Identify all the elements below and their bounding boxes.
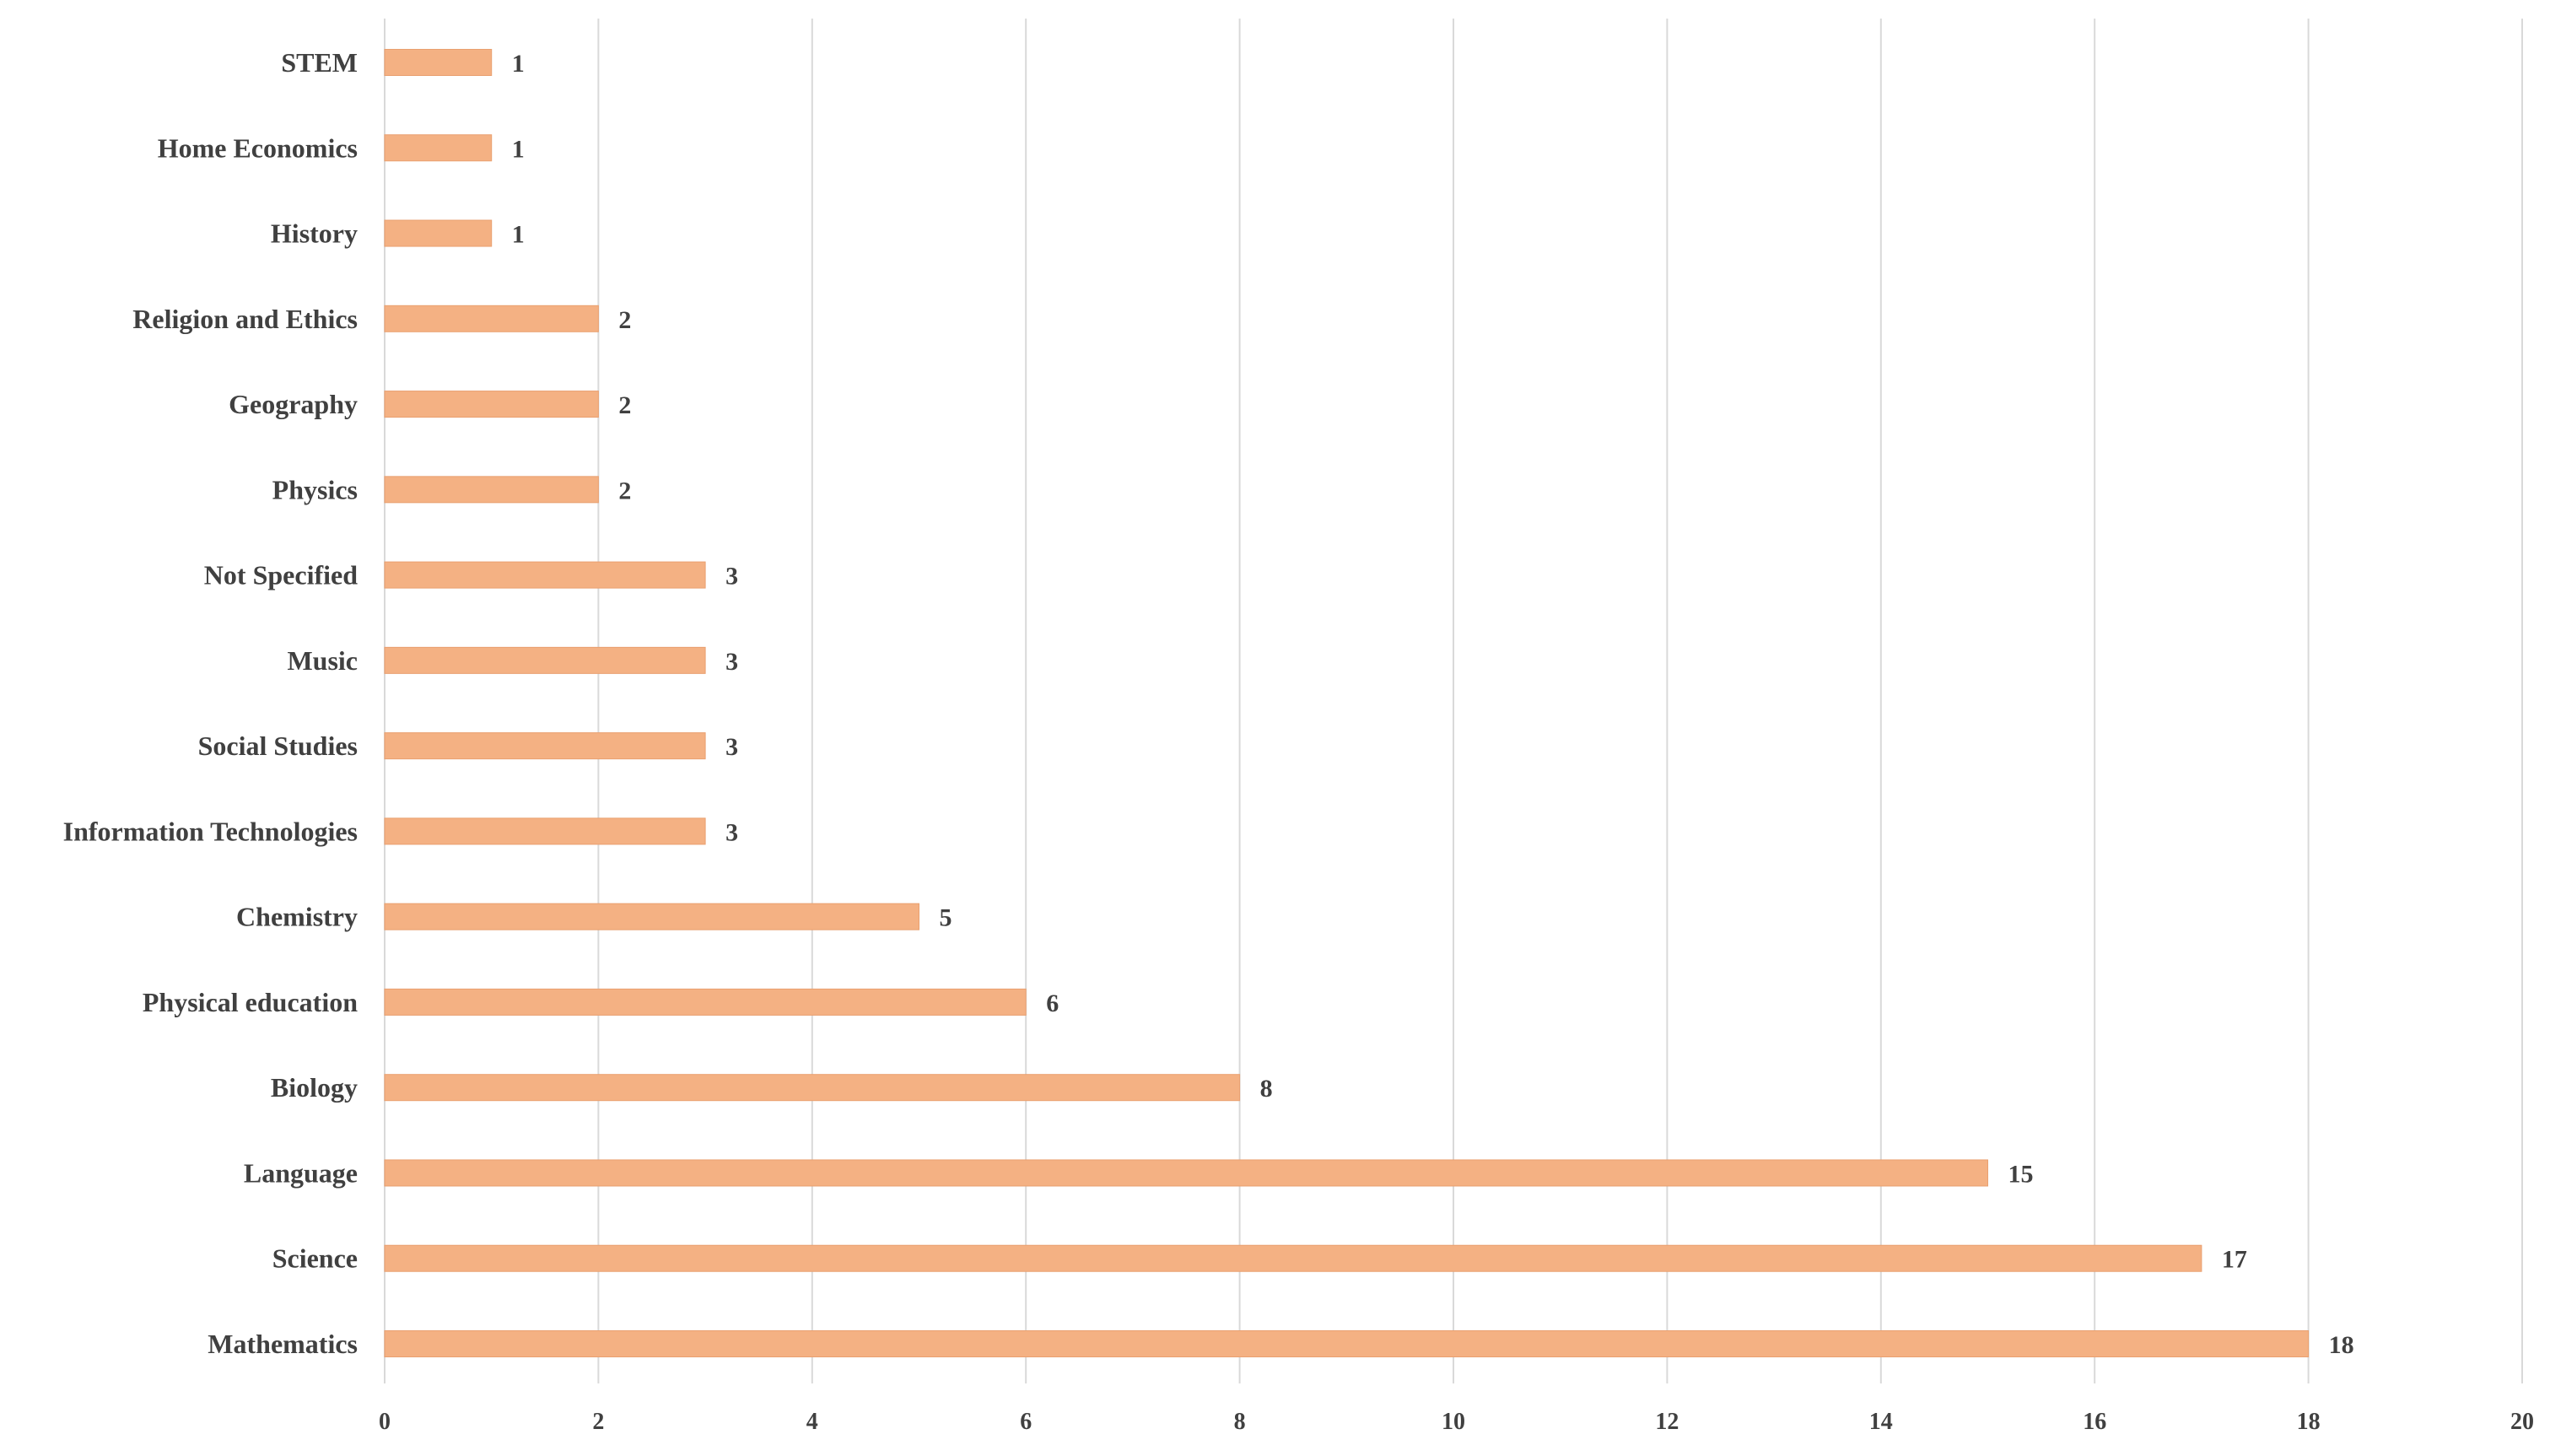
bar <box>384 305 599 332</box>
data-label: 2 <box>618 477 631 504</box>
category-label: Biology <box>271 1072 358 1103</box>
x-tick-label: 14 <box>1869 1409 1893 1435</box>
x-tick-label: 16 <box>2083 1409 2106 1435</box>
bar <box>384 219 493 247</box>
data-label: 15 <box>2008 1160 2034 1188</box>
category-label: Language <box>244 1157 358 1188</box>
bar <box>384 134 493 162</box>
x-tick-label: 6 <box>1020 1409 1032 1435</box>
bar <box>384 1244 2202 1272</box>
x-tick-label: 12 <box>1655 1409 1679 1435</box>
category-label: Mathematics <box>208 1329 358 1359</box>
category-label: Music <box>287 645 358 676</box>
x-tick-label: 10 <box>1442 1409 1465 1435</box>
bar <box>384 1330 2310 1357</box>
bars <box>384 49 2310 1357</box>
bar <box>384 732 706 760</box>
category-labels: Mathematics Science Language Biology Physica… <box>63 47 359 1359</box>
category-label: Social Studies <box>198 731 358 761</box>
category-label: Chemistry <box>236 902 358 932</box>
bar <box>384 561 706 589</box>
bar <box>384 646 706 674</box>
data-label: 17 <box>2222 1246 2247 1274</box>
data-label: 6 <box>1046 990 1059 1017</box>
data-label: 8 <box>1260 1075 1273 1103</box>
x-tick-label: 20 <box>2510 1409 2534 1435</box>
data-label: 18 <box>2329 1331 2354 1359</box>
data-label: 3 <box>725 648 738 676</box>
data-label: 1 <box>512 135 525 163</box>
x-tick-label: 2 <box>592 1409 604 1435</box>
category-label: Information Technologies <box>63 816 358 846</box>
bar <box>384 817 706 845</box>
bar <box>384 391 599 418</box>
data-label: 1 <box>512 50 525 78</box>
bar <box>384 49 493 76</box>
x-tick-label: 18 <box>2297 1409 2321 1435</box>
x-axis-tick-labels: 0 2 4 6 8 10 12 14 16 18 20 <box>379 1409 2534 1435</box>
bar <box>384 1159 1988 1187</box>
bar <box>384 1074 1241 1102</box>
category-label: Physical education <box>143 987 358 1017</box>
data-label: 3 <box>725 563 738 590</box>
category-label: STEM <box>281 47 358 78</box>
category-label: Physics <box>272 474 358 504</box>
category-label: Religion and Ethics <box>132 304 358 334</box>
category-label: History <box>271 218 358 249</box>
data-labels: 18 17 15 8 6 5 3 3 3 3 2 2 2 1 1 1 <box>512 50 2354 1359</box>
x-tick-label: 8 <box>1234 1409 1246 1435</box>
data-label: 2 <box>618 391 631 419</box>
category-label: Not Specified <box>204 560 358 590</box>
bar <box>384 903 919 930</box>
category-label: Geography <box>229 389 358 419</box>
data-label: 5 <box>940 904 952 932</box>
data-label: 3 <box>725 733 738 761</box>
data-label: 2 <box>618 306 631 334</box>
gridlines <box>384 19 2523 1383</box>
x-tick-label: 4 <box>806 1409 818 1435</box>
category-label: Science <box>272 1243 358 1274</box>
data-label: 1 <box>512 221 525 249</box>
category-label: Home Economics <box>158 132 358 163</box>
bar <box>384 476 599 504</box>
data-label: 3 <box>725 818 738 846</box>
x-tick-label: 0 <box>379 1409 391 1435</box>
bar <box>384 988 1027 1016</box>
